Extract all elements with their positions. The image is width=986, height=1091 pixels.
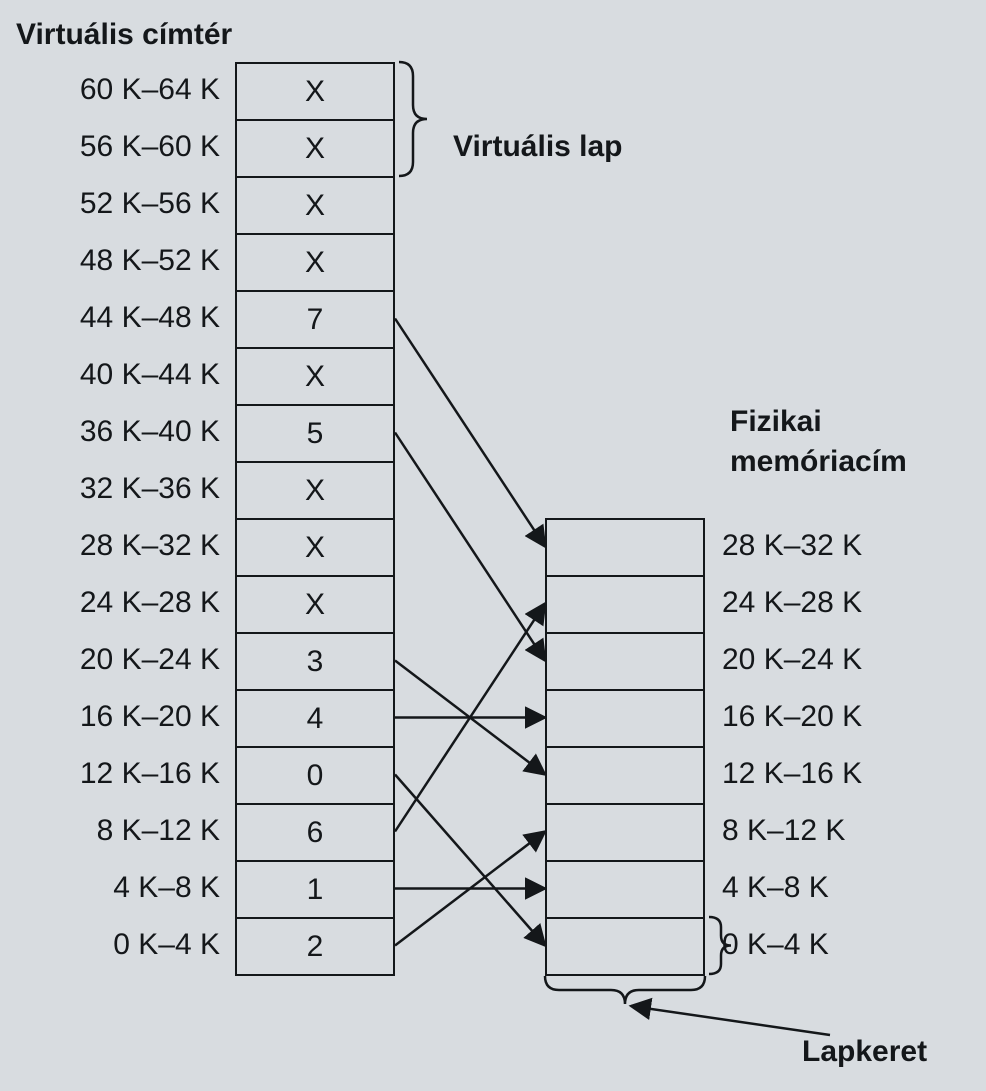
virtual-cell: X [235,176,395,235]
virtual-row-label: 28 K–32 K [80,529,220,563]
physical-cell [545,575,705,634]
brace-virtual [399,62,427,176]
virtual-row-label: 60 K–64 K [80,73,220,107]
virtual-cell: X [235,119,395,178]
virtual-row-label: 48 K–52 K [80,244,220,278]
virtual-row-label: 56 K–60 K [80,130,220,164]
physical-row-label: 12 K–16 K [722,757,862,791]
virtual-row-label: 36 K–40 K [80,415,220,449]
virtual-row-label: 52 K–56 K [80,187,220,221]
mapping-arrow [395,775,545,946]
virtual-page-label: Virtuális lap [453,130,623,164]
physical-cell [545,860,705,919]
physical-label-line1: Fizikai [730,405,822,439]
physical-cell [545,917,705,976]
virtual-row-label: 0 K–4 K [113,928,220,962]
mapping-arrow [395,433,545,661]
physical-row-label: 20 K–24 K [722,643,862,677]
virtual-cell: 4 [235,689,395,748]
physical-row-label: 28 K–32 K [722,529,862,563]
virtual-row-label: 16 K–20 K [80,700,220,734]
virtual-cell: 5 [235,404,395,463]
physical-cell [545,518,705,577]
page-frame-label: Lapkeret [802,1035,927,1069]
physical-cell [545,803,705,862]
physical-row-label: 24 K–28 K [722,586,862,620]
virtual-cell: 3 [235,632,395,691]
mapping-arrow [395,604,545,832]
physical-row-label: 0 K–4 K [722,928,829,962]
virtual-row-label: 4 K–8 K [113,871,220,905]
mapping-arrow [395,319,545,547]
physical-label-line2: memóriacím [730,445,907,479]
virtual-row-label: 40 K–44 K [80,358,220,392]
virtual-cell: 2 [235,917,395,976]
mapping-arrow [395,832,545,946]
virtual-row-label: 12 K–16 K [80,757,220,791]
physical-cell [545,689,705,748]
virtual-row-label: 8 K–12 K [97,814,220,848]
virtual-cell: X [235,575,395,634]
virtual-row-label: 20 K–24 K [80,643,220,677]
virtual-cell: X [235,62,395,121]
virtual-row-label: 44 K–48 K [80,301,220,335]
virtual-cell: 7 [235,290,395,349]
physical-row-label: 4 K–8 K [722,871,829,905]
virtual-cell: X [235,347,395,406]
virtual-row-label: 24 K–28 K [80,586,220,620]
physical-row-label: 8 K–12 K [722,814,845,848]
physical-cell [545,632,705,691]
virtual-cell: X [235,461,395,520]
virtual-cell: 0 [235,746,395,805]
virtual-space-title: Virtuális címtér [16,18,232,52]
virtual-row-label: 32 K–36 K [80,472,220,506]
mapping-arrow [395,661,545,775]
physical-cell [545,746,705,805]
brace-physical-bottom [545,976,705,1004]
virtual-cell: 1 [235,860,395,919]
virtual-cell: X [235,233,395,292]
virtual-cell: X [235,518,395,577]
virtual-cell: 6 [235,803,395,862]
page-frame-arrow [631,1006,830,1035]
physical-row-label: 16 K–20 K [722,700,862,734]
